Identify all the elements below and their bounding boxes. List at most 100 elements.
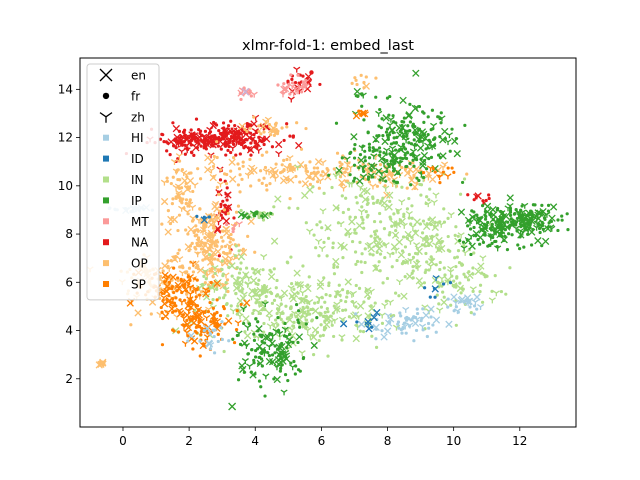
data-point [446, 234, 450, 239]
data-point [415, 311, 420, 316]
data-point [236, 162, 240, 166]
data-point [378, 211, 382, 216]
data-point [212, 312, 216, 316]
data-point [193, 229, 197, 233]
data-point [426, 133, 430, 137]
data-point [506, 194, 514, 202]
data-point [318, 82, 322, 87]
data-point [412, 175, 416, 179]
data-point [357, 156, 365, 164]
data-point [387, 321, 392, 325]
data-point [325, 254, 329, 258]
data-point [505, 247, 510, 252]
legend-marker [103, 155, 109, 162]
data-point [253, 348, 258, 353]
data-point [269, 211, 273, 216]
data-point [234, 244, 238, 248]
data-point [259, 132, 263, 136]
data-point [280, 389, 288, 396]
data-point [262, 142, 266, 147]
data-point [549, 203, 558, 211]
data-point [494, 220, 498, 224]
data-point [249, 131, 253, 135]
data-point [469, 286, 477, 293]
data-point [183, 282, 187, 286]
data-point [293, 372, 297, 376]
data-point [232, 216, 236, 220]
data-point [446, 166, 450, 170]
data-point [424, 201, 432, 208]
data-point [294, 282, 298, 286]
data-point [258, 135, 266, 142]
data-point [237, 140, 241, 145]
data-point [301, 305, 305, 310]
data-point [362, 80, 366, 85]
data-point [391, 114, 395, 118]
data-point [402, 306, 410, 313]
data-point [419, 183, 424, 187]
data-point [214, 247, 222, 256]
x-tick-label: 4 [251, 434, 259, 448]
data-point [232, 137, 236, 141]
data-point [317, 186, 321, 190]
series-in [172, 164, 512, 358]
data-point [254, 317, 258, 321]
data-point [343, 170, 347, 174]
data-point [472, 312, 476, 316]
data-point [431, 276, 440, 285]
data-point [208, 157, 216, 166]
data-point [415, 259, 419, 263]
data-point [320, 226, 324, 230]
data-point [296, 340, 300, 345]
data-point [388, 145, 397, 152]
data-point [324, 224, 332, 232]
data-point [428, 142, 437, 150]
data-point [378, 178, 382, 182]
data-point [488, 297, 496, 304]
data-point [181, 177, 189, 185]
legend-label: ID [131, 152, 144, 166]
data-point [411, 264, 415, 269]
data-point [450, 127, 454, 131]
data-point [386, 135, 390, 139]
data-point [308, 160, 312, 164]
data-point [404, 156, 409, 161]
data-point [165, 149, 169, 153]
data-point [208, 347, 213, 351]
data-point [460, 180, 465, 185]
data-point [211, 265, 219, 272]
data-point [235, 309, 239, 313]
data-point [170, 202, 174, 206]
data-point [486, 244, 490, 248]
data-point [191, 347, 195, 351]
data-point [443, 273, 447, 277]
data-point [217, 129, 221, 133]
data-point [165, 297, 169, 302]
data-point [359, 73, 363, 77]
data-point [260, 333, 264, 337]
data-point [354, 283, 358, 288]
data-point [249, 370, 253, 374]
legend-label: HI [131, 131, 144, 145]
data-point [392, 141, 396, 145]
data-point [387, 164, 391, 168]
data-point [161, 288, 169, 295]
data-point [450, 293, 458, 301]
data-point [434, 263, 438, 267]
data-point [373, 308, 381, 317]
data-point [420, 316, 424, 320]
data-point [195, 217, 203, 224]
data-point [441, 282, 446, 286]
data-point [375, 167, 383, 175]
data-point [401, 327, 405, 331]
data-point [289, 361, 293, 365]
data-point [411, 122, 415, 126]
data-point [366, 213, 370, 217]
data-point [254, 268, 262, 276]
data-point [449, 303, 453, 307]
data-point [259, 385, 263, 389]
data-point [326, 354, 330, 358]
x-tick-label: 12 [512, 434, 527, 448]
data-point [422, 311, 430, 319]
